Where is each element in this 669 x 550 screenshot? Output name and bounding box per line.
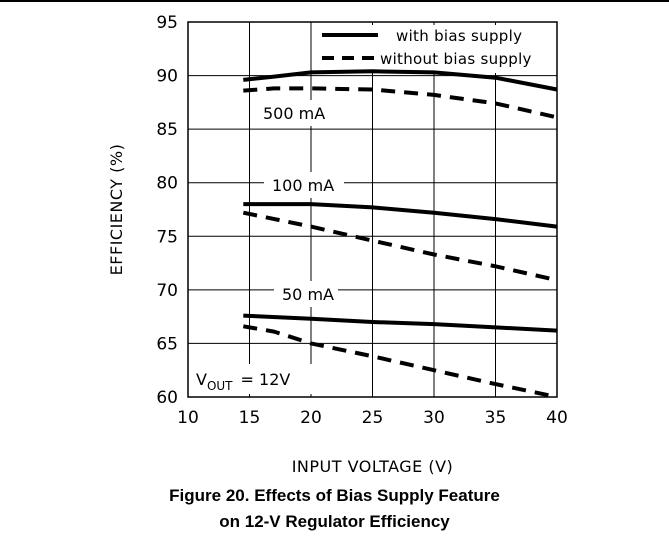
figure-caption-line-2: on 12-V Regulator Efficiency <box>219 512 450 531</box>
legend-label-with-bias: with bias supply <box>396 27 522 45</box>
label-50ma: 50 mA <box>282 285 334 304</box>
label-500-bg <box>255 100 337 126</box>
y-axis-label: EFFICIENCY (%) <box>107 144 126 276</box>
y-tick-label: 65 <box>156 334 178 354</box>
vout-bg <box>192 364 322 394</box>
y-tick-label: 95 <box>156 13 178 33</box>
x-tick-label: 20 <box>300 408 322 428</box>
vout-value: = 12V <box>241 370 291 389</box>
x-tick-label: 25 <box>362 408 384 428</box>
efficiency-chart: 60 65 70 75 80 85 90 95 10 15 20 25 30 35 40 INPUT VOLT… <box>107 13 568 476</box>
x-tick-label: 15 <box>239 408 261 428</box>
plot-frame <box>187 21 558 398</box>
y-tick-label: 75 <box>156 227 178 247</box>
vout-subscript: OUT <box>207 379 233 393</box>
top-rule <box>0 0 669 2</box>
series-line <box>243 69 558 92</box>
series-line <box>243 86 558 120</box>
series-line <box>242 210 558 283</box>
figure-caption-line-1: Figure 20. Effects of Bias Supply Featur… <box>169 486 500 505</box>
series-line <box>242 324 558 399</box>
chart-svg: 60 65 70 75 80 85 90 95 10 15 20 25 30 35 40 INPUT VOLT… <box>107 13 568 476</box>
label-500ma: 500 mA <box>263 104 325 123</box>
series-line <box>243 202 558 229</box>
x-tick-label: 30 <box>423 408 445 428</box>
vout-annotation: VOUT = 12V <box>196 370 290 393</box>
series-line <box>243 313 558 333</box>
y-tick-label: 80 <box>156 174 178 194</box>
label-100-bg <box>264 172 344 198</box>
vout-prefix: V <box>196 370 207 389</box>
x-tick-label: 10 <box>177 408 199 428</box>
label-100ma: 100 mA <box>272 176 334 195</box>
label-50-bg <box>274 281 338 307</box>
y-tick-label: 70 <box>156 281 178 301</box>
x-tick-label: 40 <box>546 408 568 428</box>
y-tick-label: 90 <box>156 67 178 87</box>
legend-label-without-bias: without bias supply <box>380 50 532 68</box>
y-tick-label: 85 <box>156 120 178 140</box>
x-axis-label: INPUT VOLTAGE (V) <box>292 457 454 476</box>
y-tick-label: 60 <box>156 388 178 408</box>
x-tick-label: 35 <box>485 408 507 428</box>
